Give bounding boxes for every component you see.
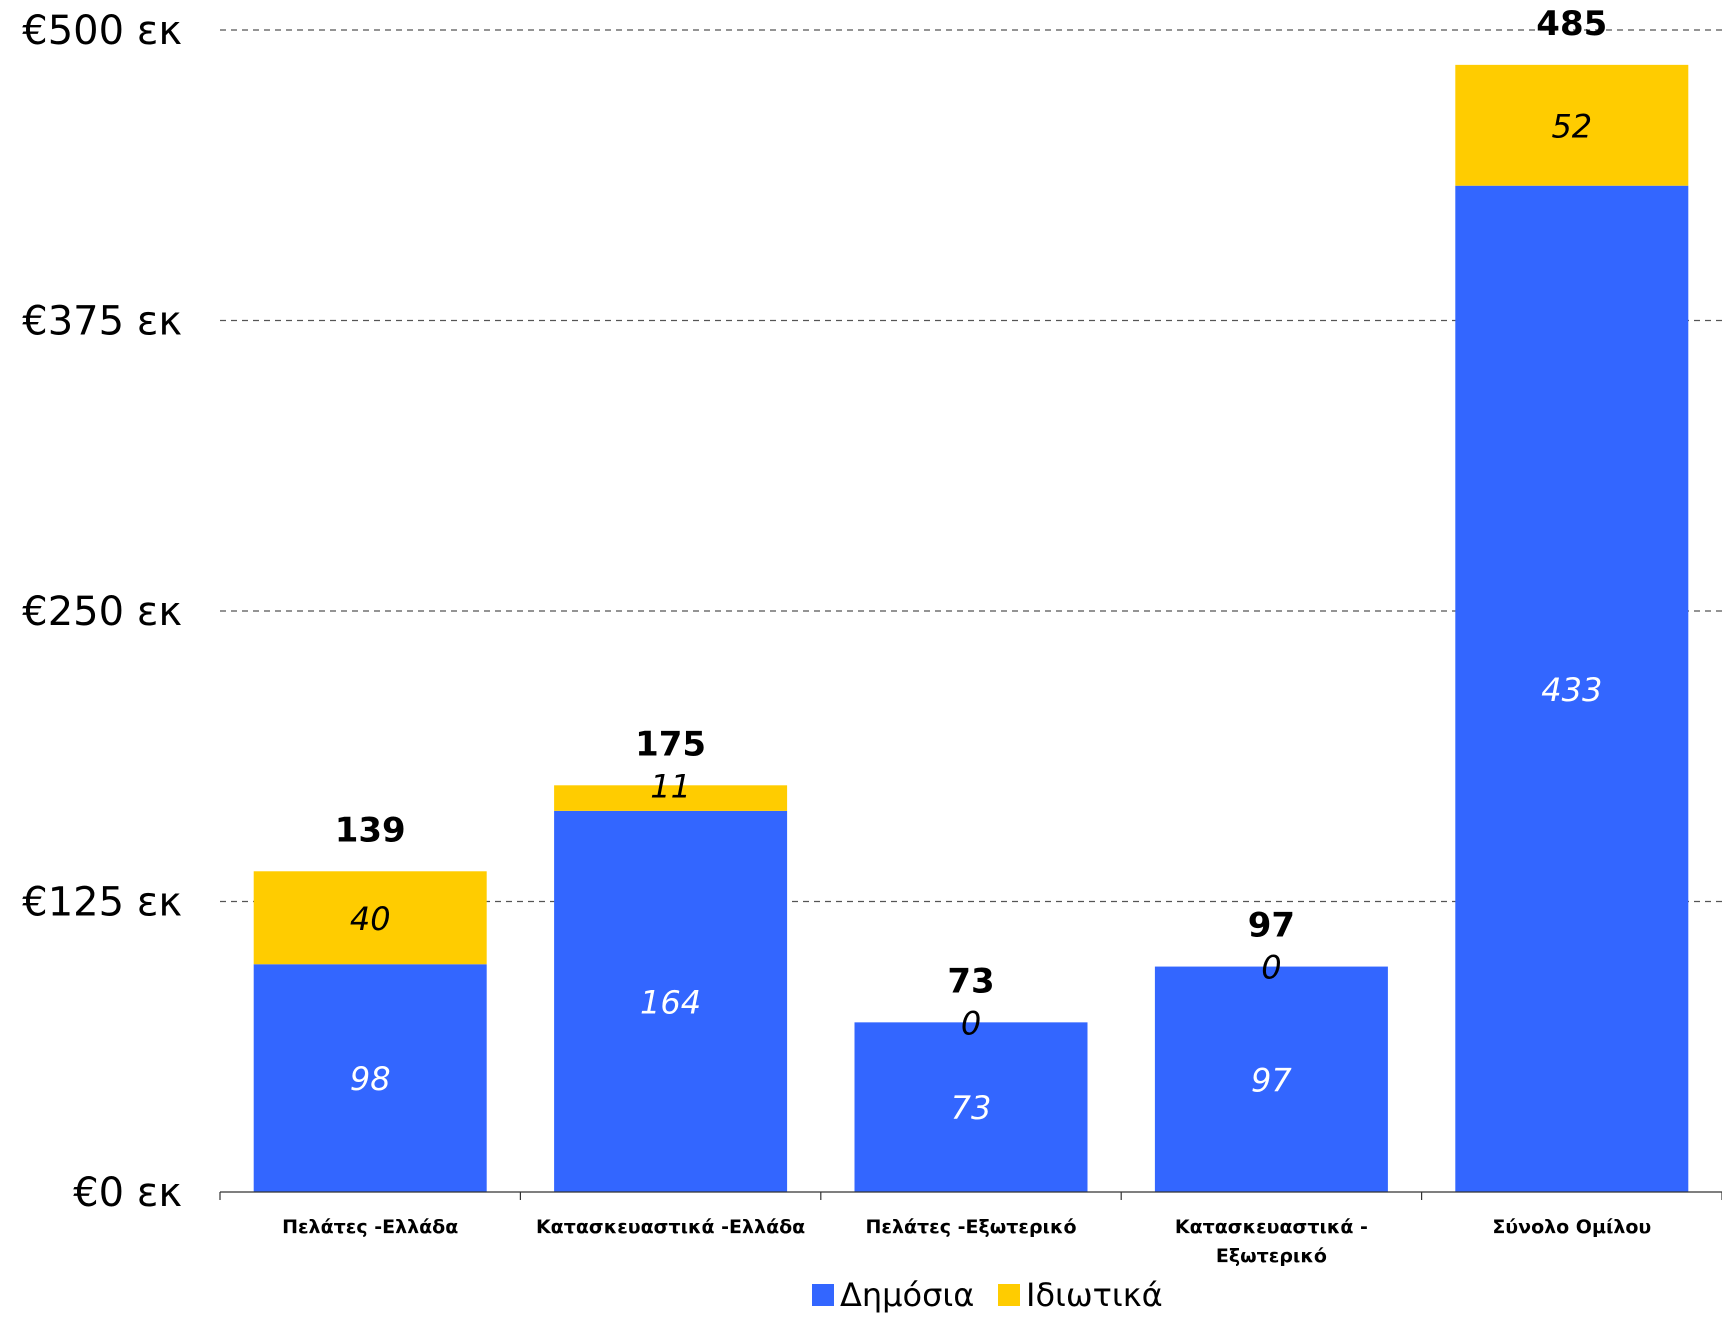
bar-segment	[854, 1022, 1088, 1192]
x-category-label: Εξωτερικό	[1216, 1245, 1327, 1267]
x-category-label: Κατασκευαστικά -Ελλάδα	[536, 1216, 805, 1238]
x-category-label: Πελάτες -Ελλάδα	[282, 1216, 458, 1238]
bar-total-label: 139	[335, 810, 406, 850]
bar-value-label: 97	[1251, 1061, 1292, 1099]
bar-total-label: 73	[947, 961, 994, 1001]
legend-label: Ιδιωτικά	[1026, 1276, 1163, 1314]
bar-total-label: 97	[1248, 906, 1295, 946]
legend-swatch	[998, 1284, 1020, 1306]
bar-segment	[1455, 64, 1689, 186]
bar-value-label: 164	[640, 983, 701, 1021]
bar-value-label: 98	[350, 1060, 391, 1098]
bar-segment	[1154, 966, 1388, 1192]
y-axis: €0 εκ €125 εκ €250 εκ €375 εκ €500 εκ	[22, 8, 182, 1216]
bar-total-label: 485	[1536, 4, 1607, 44]
legend-label: Δημόσια	[840, 1276, 974, 1314]
legend-swatch	[812, 1284, 834, 1306]
legend: Δημόσια Ιδιωτικά	[812, 1276, 1163, 1314]
bar-value-label: 73	[951, 1089, 992, 1127]
bar-segment	[554, 785, 788, 811]
y-tick-label: €0 εκ	[73, 1170, 182, 1216]
gridlines	[220, 29, 1722, 903]
bar-segment	[1455, 185, 1689, 1192]
y-tick-label: €125 εκ	[22, 880, 182, 926]
x-category-label: Σύνολο Ομίλου	[1492, 1216, 1651, 1238]
bar-value-label: 52	[1551, 107, 1592, 145]
bar-value-label: 0	[1261, 949, 1281, 987]
bar-total-label: 175	[635, 724, 706, 764]
bar-segment	[253, 964, 487, 1192]
bar-value-label: 433	[1541, 671, 1602, 709]
bar-value-label: 0	[961, 1004, 981, 1042]
x-axis: Πελάτες -Ελλάδα Κατασκευαστικά -Ελλάδα Πελ…	[219, 1191, 1722, 1267]
y-tick-label: €500 εκ	[22, 8, 182, 54]
bar-segment	[554, 810, 788, 1192]
bar-value-label: 11	[650, 767, 691, 805]
bar-segment	[253, 871, 487, 965]
x-category-label: Πελάτες -Εξωτερικό	[866, 1216, 1077, 1238]
y-tick-label: €375 εκ	[22, 299, 182, 345]
y-tick-label: €250 εκ	[22, 589, 182, 635]
bar-value-label: 40	[350, 900, 391, 938]
x-category-label: Κατασκευαστικά -	[1175, 1216, 1368, 1238]
